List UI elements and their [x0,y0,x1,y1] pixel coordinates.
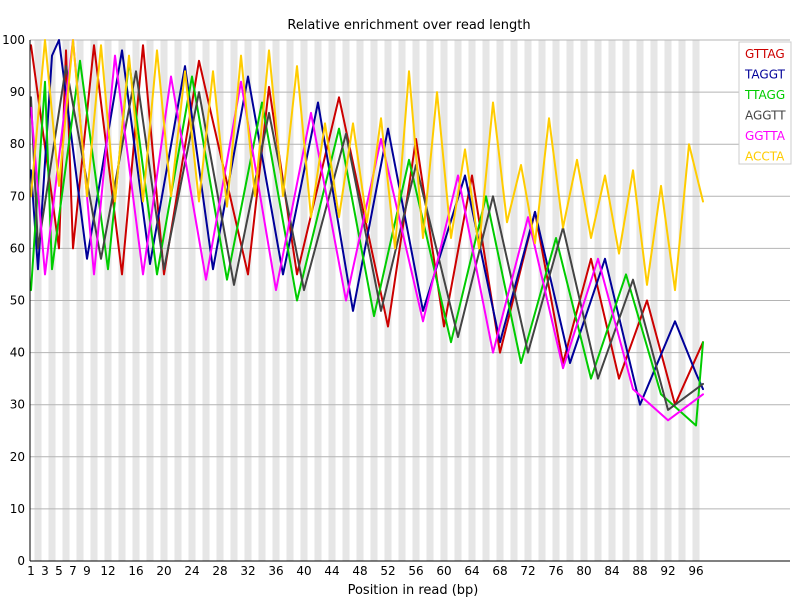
x-tick-label: 84 [604,564,619,578]
series-line-aggtt [30,65,704,411]
x-tick-label: 7 [69,564,77,578]
y-tick-label: 40 [10,346,25,360]
legend-entry-accta: ACCTA [745,150,785,164]
series-line-gttag [30,44,704,406]
x-tick-label: 5 [55,564,63,578]
x-tick-label: 16 [128,564,143,578]
legend-entry-ggtta: GGTTA [745,129,786,143]
x-tick-label: 68 [492,564,507,578]
x-tick-label: 3 [41,564,49,578]
legend-entry-taggt: TAGGT [744,68,786,82]
x-tick-label: 72 [520,564,535,578]
series-line-ttagg [30,59,704,427]
x-tick-label: 44 [324,564,339,578]
x-tick-label: 80 [576,564,591,578]
x-tick-label: 56 [408,564,423,578]
y-tick-label: 70 [10,189,25,203]
x-tick-label: 88 [632,564,647,578]
x-tick-label: 64 [464,564,479,578]
x-tick-label: 40 [296,564,311,578]
chart-title: Relative enrichment over read length [287,18,530,33]
y-tick-label: 10 [10,502,25,516]
legend-entry-aggtt: AGGTT [745,109,786,123]
x-tick-label: 24 [184,564,199,578]
horizontal-gridlines [30,39,790,562]
legend: GTTAG TAGGT TTAGG AGGTT GGTTA ACCTA [738,41,792,165]
x-tick-label: 28 [212,564,227,578]
x-tick-labels: 1 3 5 7 9 12 16 20 24 28 32 36 40 44 48 52 56 60 64 68 72 76 8… [27,564,703,578]
y-tick-label: 80 [10,137,25,151]
x-tick-label: 76 [548,564,563,578]
x-tick-label: 20 [156,564,171,578]
x-tick-label: 60 [436,564,451,578]
x-tick-label: 32 [240,564,255,578]
y-tick-label: 20 [10,450,25,464]
y-tick-label: 100 [2,33,25,47]
y-tick-label: 0 [17,554,25,568]
x-tick-label: 52 [380,564,395,578]
series-line-ggtta [30,39,704,422]
x-axis-title: Position in read (bp) [348,583,479,598]
legend-entry-ttagg: TTAGG [744,88,785,102]
series-lines [30,39,704,427]
x-tick-label: 48 [352,564,367,578]
x-tick-label: 92 [660,564,675,578]
y-tick-label: 30 [10,398,25,412]
x-tick-label: 96 [688,564,703,578]
x-tick-label: 36 [268,564,283,578]
series-line-taggt [30,39,704,406]
y-tick-label: 60 [10,241,25,255]
y-tick-label: 90 [10,85,25,99]
legend-box [738,41,792,165]
y-tick-labels: 0 10 20 30 40 50 60 70 80 90 100 [2,33,25,568]
x-tick-label: 9 [83,564,91,578]
legend-entry-gttag: GTTAG [745,47,785,61]
axes [29,40,790,562]
series-line-accta [30,39,704,292]
x-tick-label: 12 [100,564,115,578]
x-tick-label: 1 [27,564,35,578]
y-tick-label: 50 [10,294,25,308]
